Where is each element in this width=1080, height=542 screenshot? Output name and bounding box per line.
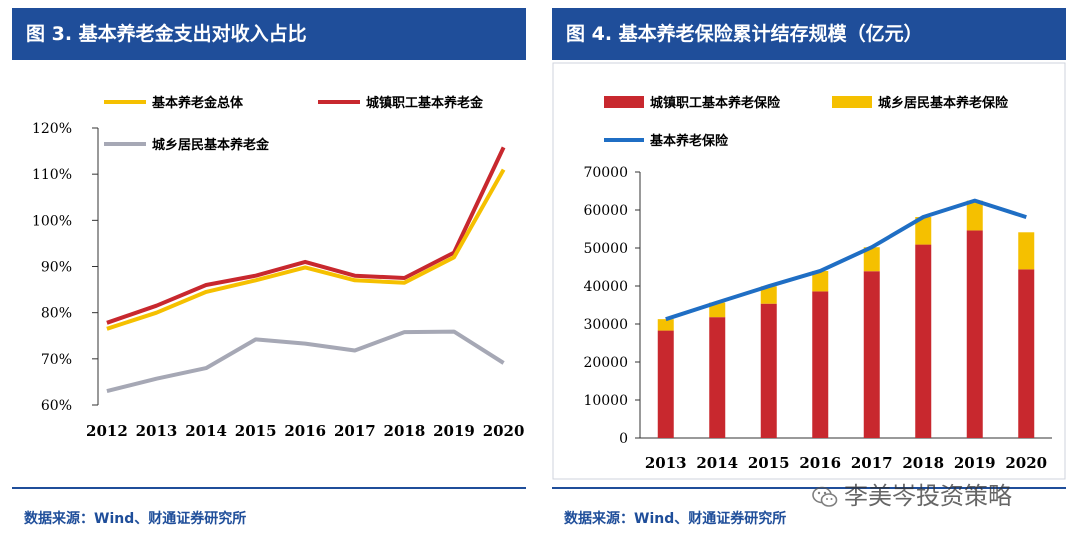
x-tick-label: 2020 <box>483 422 525 440</box>
x-tick-label: 2016 <box>799 454 841 472</box>
bar-urban <box>657 330 674 438</box>
bar-rural <box>863 247 880 272</box>
x-tick-label: 2014 <box>185 422 227 440</box>
x-tick-label: 2014 <box>696 454 738 472</box>
legend-label: 城乡居民基本养老金 <box>152 137 270 153</box>
y-tick-label: 90% <box>41 260 72 276</box>
figure-4-bars <box>657 200 1035 438</box>
figure-3-source: 数据来源：Wind、财通证券研究所 <box>24 511 247 527</box>
series-line <box>106 329 505 394</box>
series-line-total <box>665 198 1027 322</box>
bar-rural <box>657 319 674 331</box>
legend-label: 基本养老金总体 <box>151 95 244 111</box>
y-tick-label: 70% <box>41 352 72 368</box>
x-tick-label: 2012 <box>86 422 128 440</box>
bar-urban <box>760 303 777 438</box>
legend-swatch <box>604 96 644 108</box>
y-tick-label: 110% <box>32 167 72 183</box>
figure-4-axes: 0 10000 20000 30000 40000 50000 60000 70000 2013… <box>583 165 1052 472</box>
series-line <box>106 168 506 331</box>
legend-swatch <box>832 96 872 108</box>
y-tick-label: 30000 <box>583 317 628 333</box>
bar-rural <box>966 200 983 231</box>
bar-urban <box>1018 269 1035 438</box>
x-tick-label: 2013 <box>645 454 687 472</box>
bar-rural <box>915 217 932 245</box>
y-tick-label: 70000 <box>583 165 628 181</box>
y-tick-label: 20000 <box>583 355 628 371</box>
y-tick-label: 80% <box>41 306 72 322</box>
bar-rural <box>1018 232 1035 270</box>
figure-3-source-rule <box>12 487 526 489</box>
x-tick-label: 2015 <box>748 454 790 472</box>
x-tick-label: 2013 <box>136 422 178 440</box>
x-tick-label: 2019 <box>954 454 996 472</box>
figure-4-panel: 图 4. 基本养老保险累计结存规模（亿元） 城镇职工基本养老保险 城乡居民基本养老… <box>552 0 1066 542</box>
series-line <box>106 146 506 325</box>
x-tick-label: 2017 <box>334 422 376 440</box>
y-tick-label: 100% <box>32 213 72 229</box>
bar-urban <box>915 244 932 438</box>
bar-rural <box>760 286 777 304</box>
x-tick-label: 2020 <box>1005 454 1047 472</box>
figure-4-line <box>665 198 1027 322</box>
figure-3-title: 图 3. 基本养老金支出对收入占比 <box>12 8 526 60</box>
figure-3-lines <box>106 146 506 394</box>
y-tick-label: 50000 <box>583 241 628 257</box>
legend-label: 城镇职工基本养老金 <box>366 95 484 111</box>
x-tick-label: 2018 <box>902 454 944 472</box>
figure-4-source: 数据来源：Wind、财通证券研究所 <box>564 511 787 527</box>
wechat-icon <box>812 486 838 507</box>
legend-label: 基本养老保险 <box>649 133 729 149</box>
legend-label: 城乡居民基本养老保险 <box>878 95 1009 111</box>
x-tick-label: 2016 <box>284 422 326 440</box>
x-tick-label: 2019 <box>433 422 475 440</box>
y-tick-label: 40000 <box>583 279 628 295</box>
x-tick-label: 2017 <box>851 454 893 472</box>
bar-urban <box>812 291 829 438</box>
x-tick-label: 2015 <box>235 422 277 440</box>
figure-3-panel: 图 3. 基本养老金支出对收入占比 基本养老金总体 城镇职工基本养老金城乡居民基本… <box>12 0 526 542</box>
figure-4-source-rule <box>552 487 1066 489</box>
bar-urban <box>966 230 983 438</box>
bar-urban <box>863 271 880 438</box>
y-tick-label: 120% <box>32 121 72 137</box>
figure-4-chart-border <box>552 62 1066 480</box>
legend-label: 城镇职工基本养老保险 <box>650 95 781 111</box>
bar-rural <box>812 270 829 292</box>
y-tick-label: 60000 <box>583 203 628 219</box>
y-tick-label: 0 <box>619 431 628 447</box>
x-tick-label: 2018 <box>384 422 426 440</box>
bar-rural <box>709 302 726 318</box>
bar-urban <box>709 317 726 438</box>
watermark: 李美岑投资策略 <box>812 476 1012 511</box>
figure-3-axes: 60% 70% 80% 90% 100% 110% 120% 2012 2013 2014 2015… <box>32 121 524 440</box>
watermark-text: 李美岑投资策略 <box>844 482 1012 510</box>
y-tick-label: 60% <box>41 398 72 414</box>
figure-4-title: 图 4. 基本养老保险累计结存规模（亿元） <box>552 8 1066 60</box>
y-tick-label: 10000 <box>583 393 628 409</box>
